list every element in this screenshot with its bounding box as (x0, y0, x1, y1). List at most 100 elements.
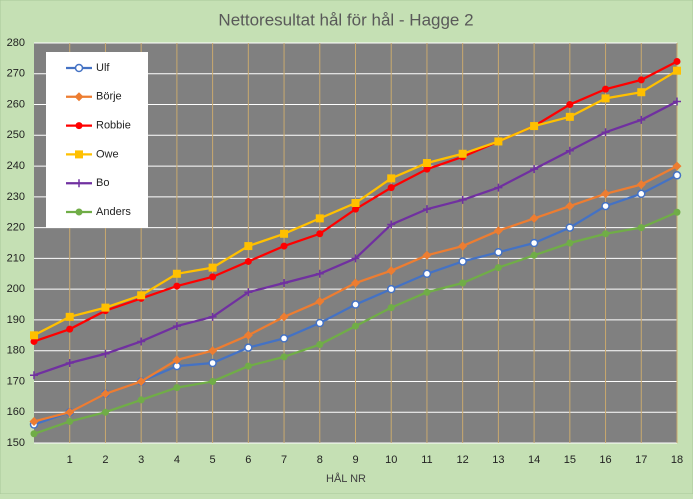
marker (173, 282, 181, 290)
legend-label: Ulf (96, 62, 110, 74)
marker (423, 288, 431, 296)
marker (636, 180, 646, 190)
marker (209, 377, 217, 385)
marker (637, 76, 645, 84)
marker (30, 331, 38, 340)
y-tick-label: 230 (7, 191, 25, 203)
marker (565, 223, 575, 232)
marker (458, 241, 468, 251)
marker (494, 137, 503, 146)
marker (244, 242, 253, 251)
x-tick-label: 10 (385, 454, 397, 466)
marker (530, 122, 539, 131)
marker (637, 88, 646, 97)
marker (316, 230, 324, 238)
marker (387, 184, 395, 192)
series (30, 97, 681, 380)
y-tick-label: 220 (7, 222, 25, 234)
marker (352, 322, 359, 330)
marker (422, 159, 431, 167)
marker (387, 220, 396, 229)
marker (315, 269, 324, 278)
marker (243, 330, 253, 340)
marker (672, 161, 682, 171)
legend-label: Robbie (96, 120, 131, 132)
legend-marker (74, 63, 84, 73)
legend-label: Bo (96, 177, 109, 189)
x-tick-label: 1 (67, 454, 73, 466)
marker (494, 264, 502, 272)
x-tick-label: 5 (210, 454, 216, 466)
marker (280, 229, 289, 238)
marker (602, 230, 610, 238)
y-tick-label: 250 (7, 129, 25, 141)
marker (565, 112, 574, 121)
marker (136, 376, 146, 386)
marker (530, 251, 538, 259)
marker (315, 318, 325, 328)
marker (172, 355, 182, 365)
marker (351, 199, 360, 207)
marker (208, 358, 217, 368)
marker (208, 263, 217, 272)
marker (386, 284, 396, 294)
legend-label: Owe (96, 148, 119, 160)
marker (30, 337, 38, 345)
legend-label: Börje (96, 91, 122, 103)
marker (101, 303, 110, 312)
marker (458, 195, 467, 204)
chart-title: Nettoresultat hål för hål - Hagge 2 (218, 10, 473, 29)
x-tick-label: 16 (599, 454, 611, 466)
marker (29, 416, 39, 426)
y-tick-label: 280 (7, 37, 25, 49)
marker (208, 346, 218, 356)
marker (459, 279, 467, 287)
y-tick-label: 270 (7, 68, 25, 80)
marker (137, 396, 145, 404)
marker (387, 174, 396, 183)
marker (208, 312, 217, 321)
marker (100, 389, 110, 399)
x-tick-label: 13 (492, 454, 504, 466)
marker (494, 183, 503, 192)
x-tick-label: 17 (635, 454, 647, 466)
series (30, 208, 681, 438)
marker (101, 349, 110, 358)
marker (137, 291, 146, 300)
marker (137, 337, 146, 346)
marker (673, 66, 681, 75)
x-tick-label: 8 (317, 454, 323, 466)
marker (566, 239, 574, 247)
marker (352, 205, 359, 213)
marker (244, 288, 253, 297)
legend-marker (75, 122, 83, 130)
y-tick-label: 160 (7, 406, 25, 418)
marker (315, 214, 324, 223)
marker (637, 115, 646, 124)
marker (351, 278, 360, 288)
marker (566, 101, 574, 109)
x-tick-label: 12 (457, 454, 469, 466)
x-tick-label: 15 (564, 454, 576, 466)
x-tick-label: 9 (352, 454, 358, 466)
legend-marker (74, 92, 84, 102)
marker (494, 247, 503, 257)
x-tick-label: 14 (528, 454, 540, 466)
series (30, 66, 681, 340)
marker (422, 250, 432, 260)
marker (422, 205, 431, 214)
marker (30, 371, 38, 380)
y-tick-label: 240 (7, 160, 25, 172)
marker (65, 407, 75, 417)
y-tick-label: 190 (7, 314, 25, 326)
marker (386, 266, 396, 276)
marker (601, 201, 610, 211)
marker (244, 257, 252, 265)
y-tick-label: 180 (7, 345, 25, 357)
marker (280, 279, 289, 287)
marker (601, 94, 610, 103)
marker (673, 97, 681, 106)
marker (637, 189, 646, 199)
marker (172, 322, 181, 331)
marker (601, 189, 611, 199)
